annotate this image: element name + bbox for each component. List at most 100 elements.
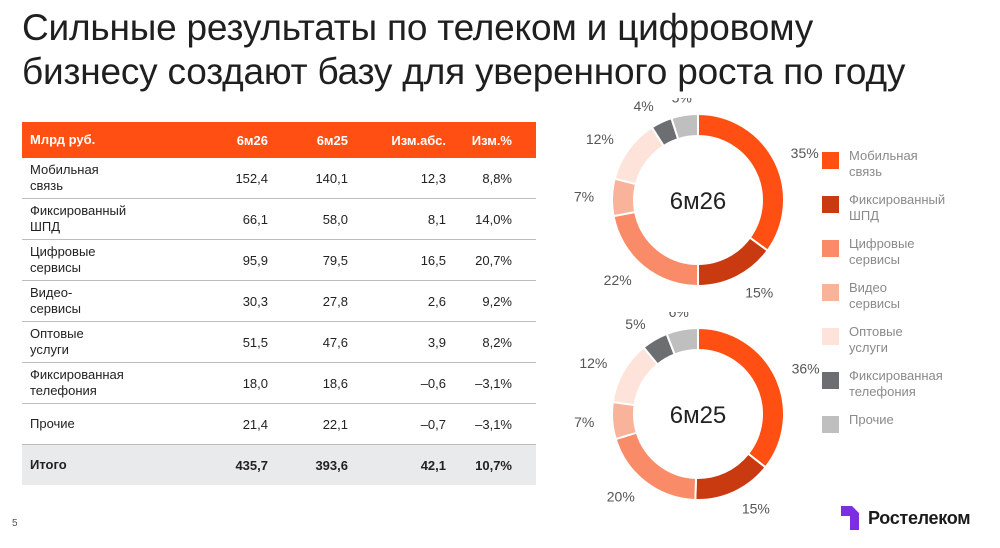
- donut-slice: [694, 452, 767, 501]
- table-row: Фиксированная телефония 18,0 18,6 –0,6 –3,1%: [22, 363, 536, 404]
- legend-label-line: услуги: [849, 340, 888, 355]
- donut-slice: [697, 326, 785, 469]
- table-cell: 14,0%: [475, 211, 512, 227]
- table-cell-label-line: сервисы: [30, 301, 81, 316]
- table-cell: 30,3: [242, 293, 268, 309]
- logo-text: Ростелеком: [868, 507, 971, 528]
- legend-label: Оптовые услуги: [849, 324, 903, 356]
- table-cell-label-line: услуги: [30, 342, 69, 357]
- donut-slice-label: 12%: [579, 355, 607, 371]
- legend-item: Прочие: [822, 412, 992, 456]
- table-cell: 18,6: [322, 375, 348, 391]
- table-header-cell: Млрд руб.: [30, 132, 96, 147]
- table-cell: –3,1%: [475, 416, 512, 432]
- table-cell-label-line: Прочие: [30, 416, 75, 431]
- table-cell-label: Оптовые услуги: [22, 326, 180, 358]
- revenue-table: Млрд руб. 6м26 6м25 Изм.абс. Изм.% Мобил…: [22, 122, 536, 485]
- donut-slice-label: 4%: [633, 98, 653, 114]
- donut-slice-label: 22%: [604, 272, 632, 288]
- table-cell: 16,5: [420, 252, 446, 268]
- table-cell: 42,1: [420, 457, 446, 473]
- donut-slice: [670, 112, 699, 141]
- page-title: Сильные результаты по телеком и цифровом…: [22, 6, 982, 94]
- donut-slice: [697, 236, 769, 288]
- donut-slice: [697, 112, 785, 252]
- table-cell: 2,6: [427, 293, 446, 309]
- legend-swatch: [822, 152, 839, 169]
- donut-slice: [611, 400, 639, 441]
- legend-label: Цифровые сервисы: [849, 236, 915, 268]
- legend-swatch: [822, 240, 839, 257]
- donut-slice-label: 7%: [574, 414, 594, 430]
- table-cell: 95,9: [242, 252, 268, 268]
- legend-label-line: связь: [849, 164, 883, 179]
- table-row: Мобильная связь 152,4 140,1 12,3 8,8%: [22, 158, 536, 199]
- legend-swatch: [822, 196, 839, 213]
- donut-slice-label: 6%: [669, 312, 689, 320]
- legend-label: Фиксированная телефония: [849, 368, 943, 400]
- legend-label-line: Фиксированный: [849, 192, 946, 207]
- table-cell: 393,6: [315, 457, 348, 473]
- table-total-row: Итого 435,7 393,6 42,1 10,7%: [22, 445, 536, 485]
- table-cell: 20,7%: [475, 252, 512, 268]
- table-row: Фиксированный ШПД 66,1 58,0 8,1 14,0%: [22, 199, 536, 240]
- table-cell-label: Прочие: [22, 416, 180, 432]
- donut-slice-label: 36%: [792, 361, 820, 377]
- page-title-line-1: Сильные результаты по телеком и цифровом…: [22, 7, 814, 48]
- table-cell: 8,2%: [482, 334, 512, 350]
- legend-label: Видео сервисы: [849, 280, 900, 312]
- legend-label-line: Фиксированная: [849, 368, 943, 383]
- legend-item: Фиксированная телефония: [822, 368, 992, 412]
- table-cell: 3,9: [427, 334, 446, 350]
- table-cell: 18,0: [242, 375, 268, 391]
- table-cell-label-line: ШПД: [30, 219, 61, 234]
- table-cell-label: Итого: [30, 457, 67, 472]
- table-cell-label: Фиксированный ШПД: [22, 203, 180, 235]
- table-cell: 58,0: [322, 211, 348, 227]
- table-cell: 51,5: [242, 334, 268, 350]
- table-cell-label: Мобильная связь: [22, 162, 180, 194]
- table-cell: 152,4: [235, 170, 268, 186]
- table-cell: 21,4: [242, 416, 268, 432]
- donut-slice-label: 5%: [625, 316, 645, 332]
- table-cell: 435,7: [235, 457, 268, 473]
- table-cell-label-line: Оптовые: [30, 326, 84, 341]
- table-cell-label-line: Цифровые: [30, 244, 96, 259]
- legend-swatch: [822, 328, 839, 345]
- legend-swatch: [822, 416, 839, 433]
- table-header-cell: Изм.абс.: [391, 132, 446, 148]
- table-cell: 8,1: [427, 211, 446, 227]
- donut-center-title: 6м25: [670, 402, 727, 429]
- table-cell: 27,8: [322, 293, 348, 309]
- table-cell-label-line: Фиксированная: [30, 367, 124, 382]
- table-cell: –3,1%: [475, 375, 512, 391]
- legend-label-line: Видео: [849, 280, 887, 295]
- table-row: Цифровые сервисы 95,9 79,5 16,5 20,7%: [22, 240, 536, 281]
- rostelecom-logo: Ростелеком: [838, 504, 971, 532]
- donut-slice-label: 20%: [607, 489, 635, 505]
- legend-label-line: ШПД: [849, 208, 880, 223]
- table-cell-label-line: телефония: [30, 383, 97, 398]
- legend-swatch: [822, 372, 839, 389]
- table-cell-label-line: Фиксированный: [30, 203, 127, 218]
- legend-label-line: Оптовые: [849, 324, 903, 339]
- table-cell: –0,6: [420, 375, 446, 391]
- donut-center-title: 6м26: [670, 188, 727, 215]
- legend-label-line: Прочие: [849, 412, 894, 427]
- chart-legend: Мобильная связь Фиксированный ШПД Цифровые се…: [822, 148, 992, 456]
- donut-slice-label: 5%: [672, 98, 692, 105]
- page-number: 5: [12, 518, 18, 529]
- donut-slice-label: 35%: [791, 145, 819, 161]
- table-header-cell: 6м25: [316, 132, 348, 148]
- table-row: Прочие 21,4 22,1 –0,7 –3,1%: [22, 404, 536, 445]
- table-cell-label-line: Видео-: [30, 285, 73, 300]
- table-cell: 22,1: [322, 416, 348, 432]
- donut-slice-label: 12%: [586, 131, 614, 147]
- donut-slice-label: 15%: [742, 500, 770, 516]
- table-cell-label-line: связь: [30, 178, 64, 193]
- legend-label-line: телефония: [849, 384, 916, 399]
- table-cell: 66,1: [242, 211, 268, 227]
- table-row: Оптовые услуги 51,5 47,6 3,9 8,2%: [22, 322, 536, 363]
- donut-slice-label: 15%: [745, 285, 773, 301]
- page-title-line-2: бизнесу создают базу для уверенного рост…: [22, 51, 906, 92]
